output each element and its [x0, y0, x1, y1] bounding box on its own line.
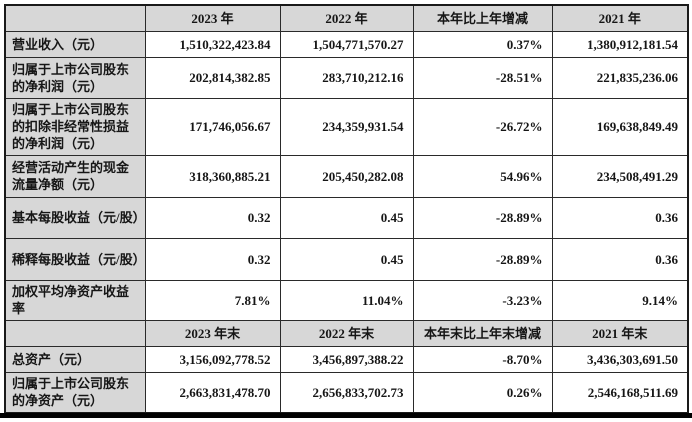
row-label: 加权平均净资产收益率: [4, 279, 146, 321]
value-change: -8.70%: [412, 345, 553, 373]
row-label: 归属于上市公司股东的扣除非经常性损益的净利润（元）: [4, 97, 146, 156]
corner-cell: [4, 4, 146, 32]
value-2023: 202,814,382.85: [144, 56, 281, 99]
value-2023: 3,156,092,778.52: [144, 345, 281, 373]
value-change: 0.26%: [412, 371, 553, 414]
value-2022: 1,504,771,570.27: [279, 30, 414, 58]
financial-summary-table: 2023 年 2022 年 本年比上年增减 2021 年 营业收入（元） 1,5…: [4, 4, 689, 414]
table-row-revenue: 营业收入（元） 1,510,322,423.84 1,504,771,570.2…: [4, 30, 689, 58]
value-2021: 3,436,303,691.50: [551, 345, 689, 373]
row-label: 基本每股收益（元/股）: [4, 196, 146, 239]
table-row-basic-eps: 基本每股收益（元/股） 0.32 0.45 -28.89% 0.36: [4, 196, 689, 239]
header-yoy-change: 本年比上年增减: [412, 4, 553, 32]
value-2021: 234,508,491.29: [551, 154, 689, 198]
value-change: 0.37%: [412, 30, 553, 58]
table-row-net-profit: 归属于上市公司股东的净利润（元） 202,814,382.85 283,710,…: [4, 56, 689, 99]
table-row-diluted-eps: 稀释每股收益（元/股） 0.32 0.45 -28.89% 0.36: [4, 237, 689, 281]
value-2022: 0.45: [279, 196, 414, 239]
value-2021: 1,380,912,181.54: [551, 30, 689, 58]
header-2023: 2023 年: [144, 4, 281, 32]
row-label: 归属于上市公司股东的净利润（元）: [4, 56, 146, 99]
value-2021: 9.14%: [551, 279, 689, 321]
value-change: -3.23%: [412, 279, 553, 321]
header-2021: 2021 年: [551, 4, 689, 32]
table-row-operating-cash-flow: 经营活动产生的现金流量净额（元） 318,360,885.21 205,450,…: [4, 154, 689, 198]
table-header-row-year-end: 2023 年末 2022 年末 本年末比上年末增减 2021 年末: [4, 319, 689, 347]
value-2021: 169,638,849.49: [551, 97, 689, 156]
value-2023: 0.32: [144, 237, 281, 281]
table-header-row-annual: 2023 年 2022 年 本年比上年增减 2021 年: [4, 4, 689, 32]
table-row-net-assets: 归属于上市公司股东的净资产（元） 2,663,831,478.70 2,656,…: [4, 371, 689, 414]
financial-table-container: 2023 年 2022 年 本年比上年增减 2021 年 营业收入（元） 1,5…: [4, 4, 689, 414]
value-2021: 221,835,236.06: [551, 56, 689, 99]
header-2023-year-end: 2023 年末: [144, 319, 281, 347]
bottom-divider-bar: [0, 413, 692, 418]
value-2023: 318,360,885.21: [144, 154, 281, 198]
header-2022: 2022 年: [279, 4, 414, 32]
table-row-total-assets: 总资产（元） 3,156,092,778.52 3,456,897,388.22…: [4, 345, 689, 373]
row-label: 营业收入（元）: [4, 30, 146, 58]
value-2022: 0.45: [279, 237, 414, 281]
value-change: -26.72%: [412, 97, 553, 156]
value-2021: 0.36: [551, 237, 689, 281]
value-2022: 2,656,833,702.73: [279, 371, 414, 414]
header-2022-year-end: 2022 年末: [279, 319, 414, 347]
value-2022: 205,450,282.08: [279, 154, 414, 198]
value-2022: 3,456,897,388.22: [279, 345, 414, 373]
value-change: -28.51%: [412, 56, 553, 99]
header-year-end-change: 本年末比上年末增减: [412, 319, 553, 347]
value-2021: 0.36: [551, 196, 689, 239]
row-label: 归属于上市公司股东的净资产（元）: [4, 371, 146, 414]
table-row-weighted-avg-roe: 加权平均净资产收益率 7.81% 11.04% -3.23% 9.14%: [4, 279, 689, 321]
value-change: -28.89%: [412, 237, 553, 281]
value-2022: 11.04%: [279, 279, 414, 321]
value-2022: 234,359,931.54: [279, 97, 414, 156]
value-2023: 1,510,322,423.84: [144, 30, 281, 58]
value-2023: 7.81%: [144, 279, 281, 321]
value-change: -28.89%: [412, 196, 553, 239]
table-row-net-profit-excl-nonrecurring: 归属于上市公司股东的扣除非经常性损益的净利润（元） 171,746,056.67…: [4, 97, 689, 156]
row-label: 稀释每股收益（元/股）: [4, 237, 146, 281]
value-2022: 283,710,212.16: [279, 56, 414, 99]
value-2021: 2,546,168,511.69: [551, 371, 689, 414]
row-label: 总资产（元）: [4, 345, 146, 373]
header-2021-year-end: 2021 年末: [551, 319, 689, 347]
value-2023: 0.32: [144, 196, 281, 239]
value-2023: 2,663,831,478.70: [144, 371, 281, 414]
value-change: 54.96%: [412, 154, 553, 198]
value-2023: 171,746,056.67: [144, 97, 281, 156]
corner-cell: [4, 319, 146, 347]
row-label: 经营活动产生的现金流量净额（元）: [4, 154, 146, 198]
